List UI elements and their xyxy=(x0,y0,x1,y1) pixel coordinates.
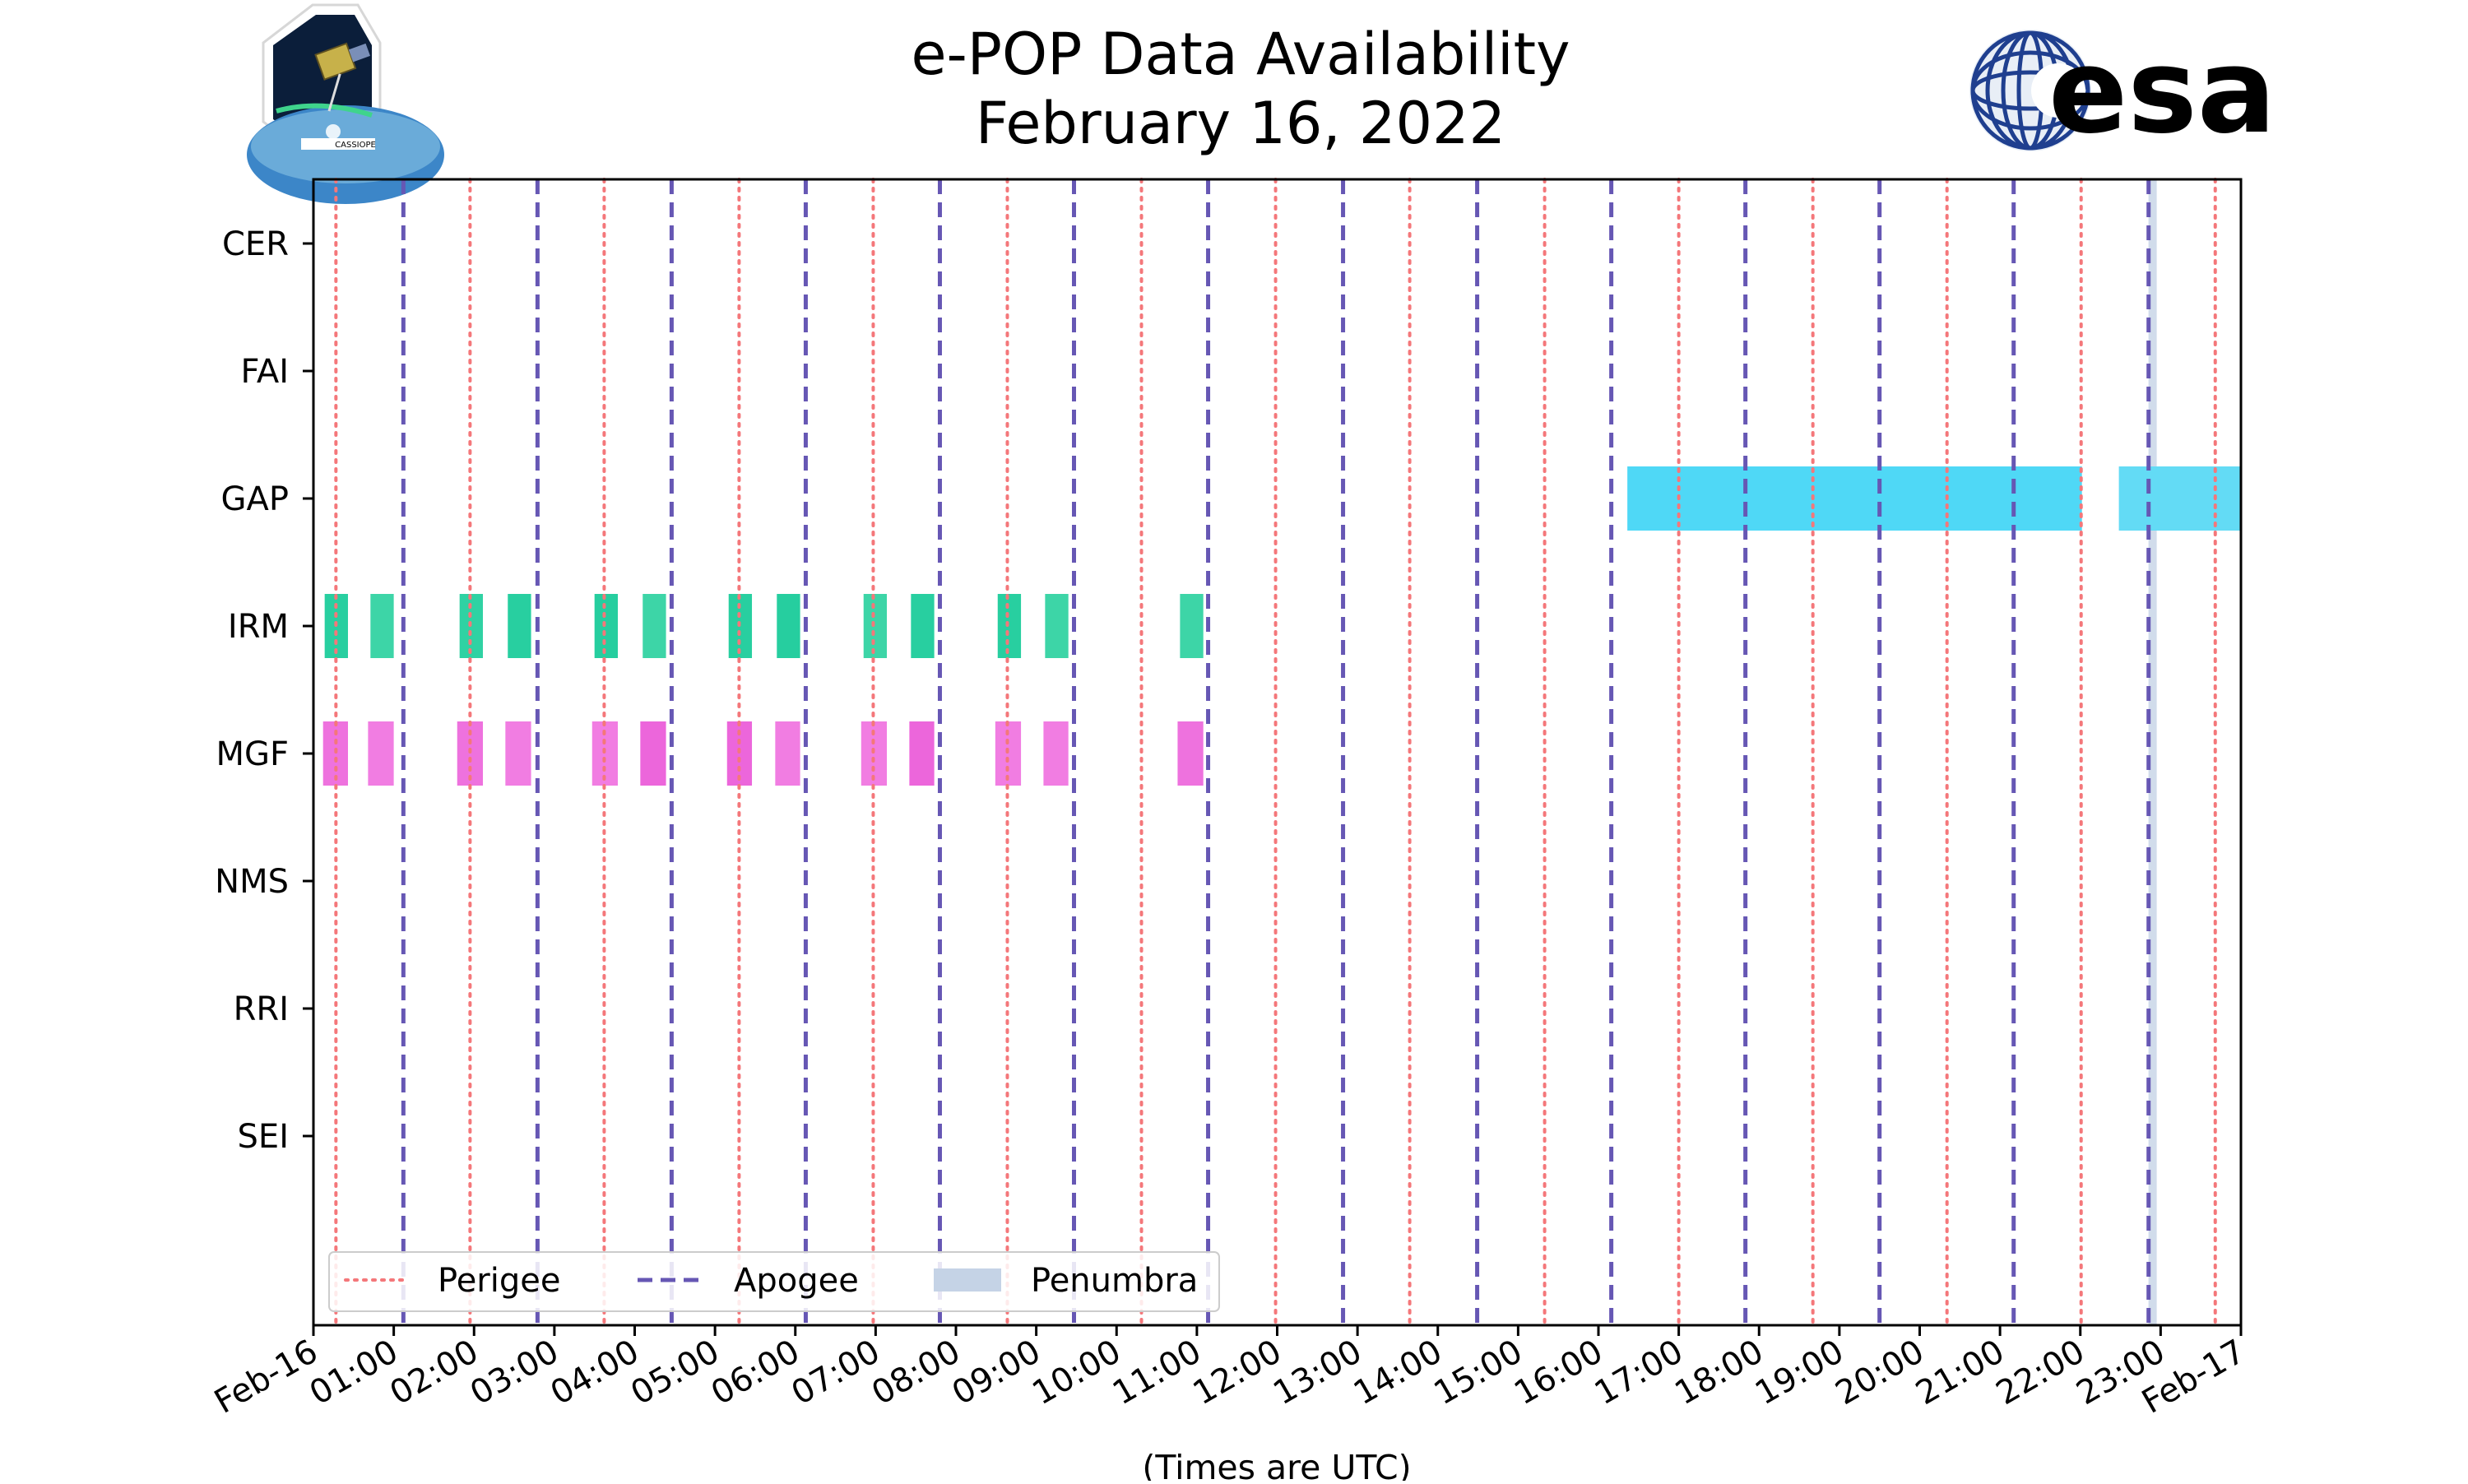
legend-item-penumbra: Penumbra xyxy=(934,1262,1198,1300)
legend-apogee-label: Apogee xyxy=(734,1262,859,1300)
cassiope-logo-aurora xyxy=(276,103,373,118)
y-tick-label-irm: IRM xyxy=(228,608,289,646)
y-tick-label-sei: SEI xyxy=(238,1118,289,1156)
chart-subtitle: February 16, 2022 xyxy=(976,90,1505,157)
y-tick-label-cer: CER xyxy=(222,225,289,263)
y-tick-label-fai: FAI xyxy=(241,353,290,391)
legend-item-apogee: Apogee xyxy=(638,1262,859,1300)
mgf-bar-5 xyxy=(640,721,666,786)
esa-logo-cutout xyxy=(2031,63,2085,118)
y-tick-label-nms: NMS xyxy=(215,863,289,901)
mgf-bar-9 xyxy=(909,721,935,786)
cassiope-logo-text: CASSIOPE xyxy=(335,141,376,150)
mgf-bar-7 xyxy=(775,721,800,786)
legend-penumbra-label: Penumbra xyxy=(1031,1262,1198,1300)
y-tick-label-gap: GAP xyxy=(221,480,289,518)
irm-bar-3 xyxy=(508,594,531,658)
irm-bar-10 xyxy=(997,594,1022,658)
irm-bar-7 xyxy=(777,594,800,658)
irm-bar-9 xyxy=(911,594,935,658)
cassiope-logo-label-bg xyxy=(301,138,375,150)
y-axis: CER FAI GAP IRM MGF NMS RRI SEI xyxy=(215,225,313,1156)
irm-bar-1 xyxy=(370,594,394,658)
irm-bar-8 xyxy=(863,594,888,658)
availability-bars xyxy=(322,466,2241,786)
gap-bar-1 xyxy=(2118,466,2241,531)
penumbra-band-0 xyxy=(2148,179,2157,1325)
y-tick-label-rri: RRI xyxy=(234,990,289,1028)
irm-bar-5 xyxy=(643,594,666,658)
legend-item-perigee: Perigee xyxy=(344,1262,560,1300)
esa-logo: esa xyxy=(1969,24,2276,160)
chart-title: e-POP Data Availability xyxy=(911,21,1570,88)
legend-penumbra-swatch xyxy=(934,1268,1001,1292)
cassiope-logo-emblem xyxy=(326,124,341,139)
mgf-bar-11 xyxy=(1043,721,1069,786)
apogee-lines xyxy=(401,179,2151,1325)
x-axis-label: (Times are UTC) xyxy=(1142,1448,1411,1481)
esa-logo-text: esa xyxy=(2048,24,2276,160)
y-tick-label-mgf: MGF xyxy=(216,735,289,773)
legend-perigee-label: Perigee xyxy=(438,1262,560,1300)
satellite-icon xyxy=(314,42,370,112)
irm-bar-4 xyxy=(594,594,618,658)
mgf-bar-3 xyxy=(505,721,531,786)
mgf-bar-1 xyxy=(368,721,394,786)
penumbra-layer xyxy=(2148,179,2157,1325)
mgf-bar-12 xyxy=(1177,721,1204,786)
plot-frame xyxy=(312,178,2243,1327)
irm-bar-12 xyxy=(1180,594,1204,658)
legend-box xyxy=(328,1251,1220,1312)
irm-bar-11 xyxy=(1045,594,1069,658)
perigee-lines xyxy=(334,178,2217,1327)
gap-bar-0 xyxy=(1627,466,2082,531)
legend: Perigee Apogee Penumbra xyxy=(328,1251,1220,1312)
